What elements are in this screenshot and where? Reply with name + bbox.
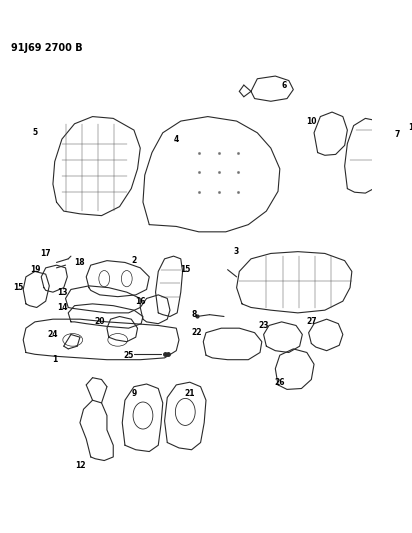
Text: 1: 1 bbox=[52, 355, 57, 364]
Text: 3: 3 bbox=[234, 247, 239, 256]
Text: 27: 27 bbox=[306, 317, 317, 326]
Text: 17: 17 bbox=[40, 249, 51, 258]
Text: 12: 12 bbox=[75, 462, 85, 471]
Text: 19: 19 bbox=[30, 265, 40, 274]
Text: 9: 9 bbox=[131, 390, 137, 398]
Text: 26: 26 bbox=[274, 378, 285, 387]
Text: 20: 20 bbox=[94, 317, 105, 326]
Text: 10: 10 bbox=[306, 117, 316, 126]
Text: 22: 22 bbox=[192, 328, 202, 337]
Text: 21: 21 bbox=[185, 390, 195, 398]
Text: 5: 5 bbox=[33, 128, 37, 138]
Text: 15: 15 bbox=[180, 265, 190, 274]
Text: 2: 2 bbox=[131, 256, 137, 265]
Text: 4: 4 bbox=[173, 135, 179, 143]
Text: 25: 25 bbox=[123, 351, 134, 360]
Text: 13: 13 bbox=[57, 288, 67, 297]
Text: 16: 16 bbox=[135, 297, 145, 305]
Text: 15: 15 bbox=[14, 283, 24, 292]
Text: 14: 14 bbox=[57, 303, 67, 312]
Text: 8: 8 bbox=[192, 310, 197, 319]
Text: 7: 7 bbox=[394, 130, 400, 139]
Text: 24: 24 bbox=[48, 330, 58, 339]
Text: 18: 18 bbox=[75, 258, 85, 267]
Text: 11: 11 bbox=[408, 123, 412, 132]
Text: 91J69 2700 B: 91J69 2700 B bbox=[12, 43, 83, 53]
Text: 6: 6 bbox=[282, 80, 287, 90]
Text: 23: 23 bbox=[258, 321, 269, 330]
